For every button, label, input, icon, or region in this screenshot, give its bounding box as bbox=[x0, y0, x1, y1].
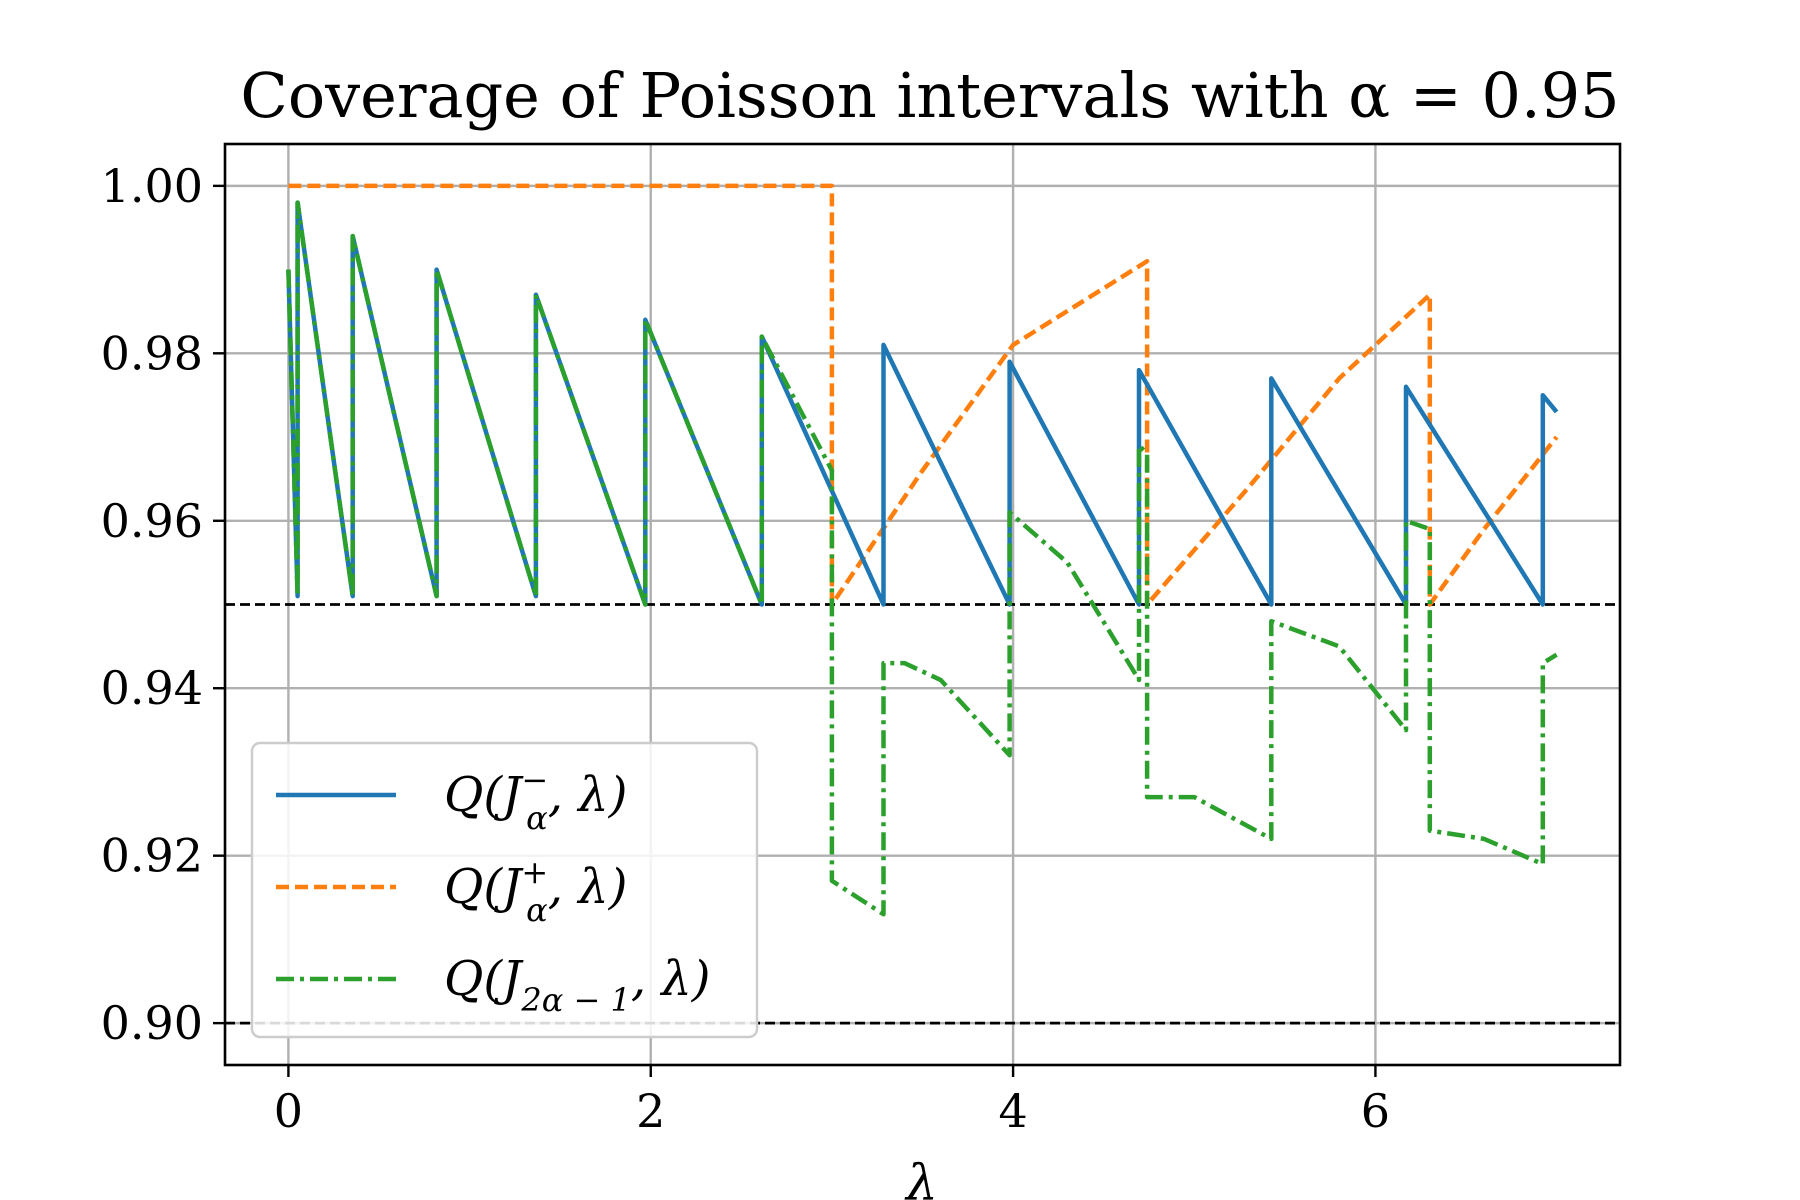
legend-box bbox=[250, 741, 759, 1039]
chart-title: Coverage of Poisson intervals with α = 0… bbox=[240, 59, 1619, 132]
legend-label: Q(J− α, λ) bbox=[444, 761, 627, 837]
series-lines bbox=[286, 183, 1559, 917]
legend-label: Q(J2α − 1, λ) bbox=[444, 951, 710, 1019]
y-tick-label: 0.90 bbox=[101, 996, 203, 1050]
legend-label: Q(J+ α, λ) bbox=[444, 853, 627, 929]
y-tick-label: 0.96 bbox=[101, 494, 203, 548]
series-line-2 bbox=[286, 200, 1558, 917]
axis-ticks: 0 2 4 6 0.90 0.92 0.94 0.96 0.98 1.00 bbox=[101, 159, 1390, 1138]
x-tick-label: 4 bbox=[998, 1084, 1027, 1138]
x-tick-label: 0 bbox=[274, 1084, 303, 1138]
legend: Q(J− α, λ) Q(J+ α, λ) Q(J2α − 1, λ) bbox=[250, 741, 759, 1039]
x-tick-label: 6 bbox=[1361, 1084, 1390, 1138]
y-tick-label: 0.98 bbox=[101, 326, 203, 380]
y-tick-label: 0.92 bbox=[101, 829, 203, 883]
x-tick-label: 2 bbox=[636, 1084, 665, 1138]
y-tick-label: 0.94 bbox=[101, 661, 203, 715]
plot-frame bbox=[223, 142, 1622, 1067]
x-axis-label: λ bbox=[904, 1154, 938, 1200]
y-tick-label: 1.00 bbox=[101, 159, 203, 213]
